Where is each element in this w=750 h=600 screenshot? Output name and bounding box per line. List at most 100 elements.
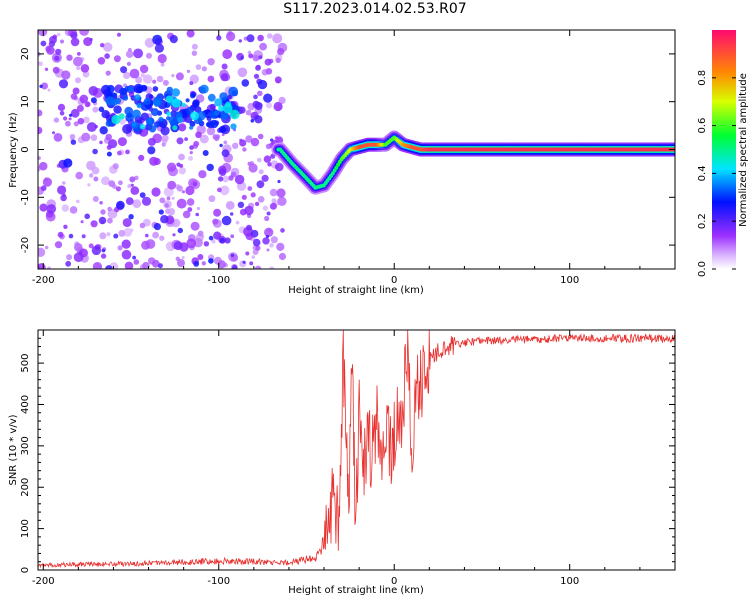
heatmap-cell	[250, 119, 255, 123]
heatmap-cell	[54, 241, 63, 249]
heatmap-cell	[88, 86, 99, 96]
heatmap-cell	[261, 174, 269, 182]
heatmap-cell	[184, 137, 189, 142]
heatmap-cell	[132, 199, 142, 209]
colorbar-tick-label: 0.0	[697, 261, 708, 277]
heatmap-cell	[245, 109, 252, 116]
heatmap-cell	[182, 210, 191, 219]
ridge-segment	[334, 165, 339, 170]
heatmap-cell	[138, 154, 145, 161]
heatmap-cell	[165, 208, 171, 214]
heatmap-cell	[275, 57, 281, 63]
heatmap-cell	[129, 176, 136, 183]
heatmap-cell	[70, 108, 80, 118]
heatmap-cell	[201, 261, 206, 266]
heatmap-cell	[153, 121, 161, 128]
heatmap-cell	[86, 122, 97, 132]
heatmap-cell	[75, 77, 81, 84]
heatmap-cell	[257, 133, 264, 140]
heatmap-cell	[89, 37, 93, 42]
heatmap-cell	[139, 64, 149, 74]
colorbar-tick-label: 0.2	[697, 213, 708, 229]
heatmap-cell	[117, 245, 123, 251]
heatmap-cell	[98, 106, 105, 113]
heatmap-cell	[69, 133, 76, 140]
heatmap-cell	[136, 102, 142, 109]
heatmap-cell	[89, 173, 94, 178]
heatmap-cell	[186, 198, 195, 206]
heatmap-cell	[192, 99, 200, 107]
heatmap-cell	[122, 124, 133, 134]
heatmap-cell	[118, 180, 123, 186]
heatmap-cell	[84, 101, 91, 108]
heatmap-cell	[220, 73, 229, 82]
heatmap-cell	[115, 186, 121, 192]
heatmap-cell	[105, 70, 111, 76]
heatmap-cell	[124, 106, 133, 116]
heatmap-cell	[162, 79, 169, 86]
heatmap-cell	[247, 50, 252, 54]
heatmap-cell	[46, 46, 55, 55]
heatmap-cell	[158, 116, 164, 122]
heatmap-cell	[265, 234, 270, 238]
heatmap-cell	[53, 133, 63, 142]
heatmap-cell	[202, 150, 209, 156]
heatmap-cell	[189, 151, 193, 155]
heatmap-cell	[237, 67, 248, 78]
heatmap-cell	[166, 196, 171, 201]
heatmap-cell	[267, 162, 272, 167]
heatmap-cell	[106, 84, 115, 93]
heatmap-cell	[177, 259, 185, 267]
heatmap-cell	[217, 176, 224, 182]
heatmap-cell	[38, 263, 46, 269]
heatmap-cell	[189, 81, 194, 86]
heatmap-cell	[106, 151, 112, 157]
heatmap-cell	[140, 73, 145, 78]
heatmap-cell	[97, 57, 106, 65]
heatmap-cell	[167, 180, 177, 190]
heatmap-cell	[207, 58, 215, 66]
heatmap-cell	[68, 117, 72, 121]
heatmap-cell	[270, 153, 276, 159]
heatmap-cell	[259, 42, 267, 51]
heatmap-cell	[73, 121, 79, 127]
heatmap-cell	[173, 241, 183, 251]
heatmap-cell	[147, 137, 156, 146]
heatmap-cell	[269, 188, 278, 197]
heatmap-cell	[262, 205, 269, 211]
heatmap-cell	[264, 58, 272, 66]
heatmap-cell	[230, 234, 235, 239]
heatmap-cell	[212, 218, 219, 225]
heatmap-cell	[197, 254, 204, 260]
heatmap-cell	[253, 94, 258, 100]
ridge-segment	[330, 171, 335, 176]
heatmap-cell	[222, 175, 230, 183]
heatmap-cell	[244, 205, 254, 216]
heatmap-cell	[238, 106, 246, 114]
heatmap-cell	[148, 94, 154, 99]
snr-x-ticks: -200 -100 0 100	[32, 330, 676, 587]
heatmap-cell	[66, 54, 73, 61]
heatmap-cell	[278, 252, 287, 261]
heatmap-cell	[219, 143, 223, 148]
heatmap-cell	[269, 243, 274, 248]
heatmap-cell	[150, 108, 159, 117]
heatmap-cell	[87, 183, 91, 187]
heatmap-cell	[171, 196, 175, 200]
heatmap-cell	[161, 134, 169, 142]
heatmap-cell	[206, 163, 214, 172]
heatmap-cell	[80, 220, 84, 224]
snr-y-axis-label: SNR (10 * v/v)	[8, 414, 19, 485]
heatmap-cell	[178, 167, 186, 175]
heatmap-cell	[164, 203, 169, 208]
heatmap-cell	[257, 79, 268, 90]
heatmap-cell	[225, 201, 235, 210]
heatmap-cell	[133, 48, 144, 59]
heatmap-cell	[52, 66, 60, 74]
heatmap-cell	[63, 158, 73, 168]
heatmap-cell	[61, 204, 69, 212]
heatmap-cell	[195, 64, 202, 70]
heatmap-cell	[104, 53, 110, 59]
heatmap-cell	[76, 199, 80, 204]
heatmap-cell	[177, 116, 184, 123]
